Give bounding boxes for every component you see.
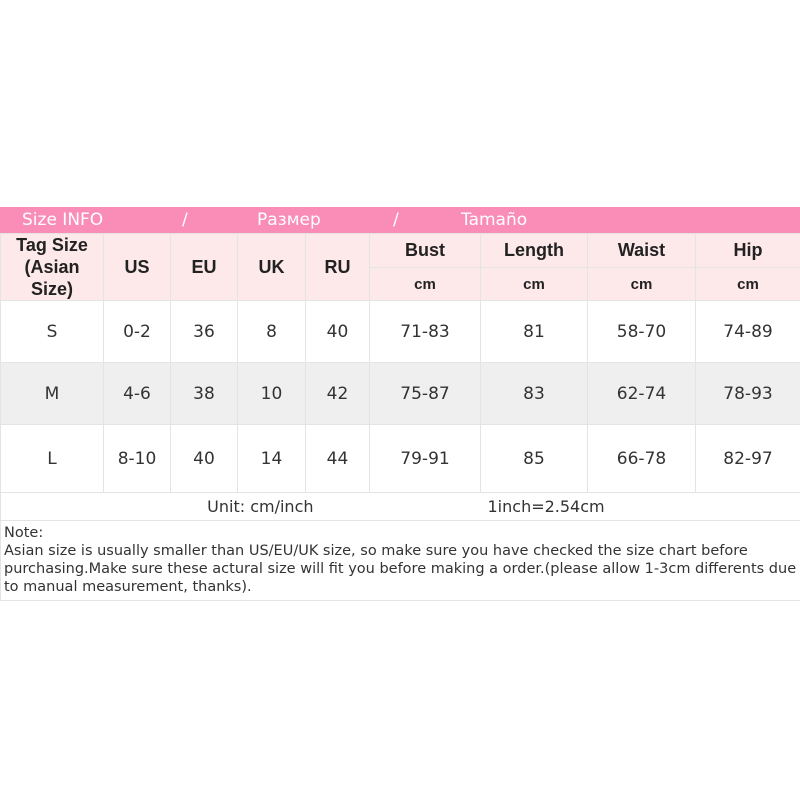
note-text: Asian size is usually smaller than US/EU…: [4, 543, 797, 595]
cell-hip: 82-97: [695, 424, 800, 493]
cell-waist: 62-74: [587, 362, 696, 425]
cell-tag: S: [0, 300, 104, 363]
header-bust: Bust: [369, 232, 481, 269]
cell-ru: 40: [305, 300, 370, 363]
header-tag-size: Tag Size (Asian Size): [0, 233, 104, 301]
cell-bust: 79-91: [369, 424, 481, 493]
header-waist: Waist: [587, 232, 696, 269]
cell-tag: L: [0, 424, 104, 493]
cell-eu: 38: [170, 362, 238, 425]
cell-bust: 71-83: [369, 300, 481, 363]
cell-us: 4-6: [103, 362, 171, 425]
cell-length: 83: [480, 362, 588, 425]
cell-hip: 74-89: [695, 300, 800, 363]
title-separator: /: [393, 210, 399, 230]
cell-ru: 42: [305, 362, 370, 425]
unit-label: Unit: cm/inch: [0, 492, 370, 521]
size-chart-table: Tag Size (Asian Size) US EU UK RU Bust Le…: [0, 232, 800, 601]
cell-eu: 36: [170, 300, 238, 363]
cell-tag: M: [0, 362, 104, 425]
cell-eu: 40: [170, 424, 238, 493]
title-separator: /: [182, 210, 188, 230]
size-info-title-bar: Size INFO / Размер / Tamaño: [0, 207, 800, 233]
length-unit: cm: [480, 267, 588, 301]
table-row: L 8-10 40 14 44 79-91 85 66-78 82-97: [0, 424, 800, 493]
header-ru: RU: [305, 233, 370, 301]
cell-hip: 78-93: [695, 362, 800, 425]
cell-length: 85: [480, 424, 588, 493]
cell-uk: 14: [237, 424, 306, 493]
header-unit-row: cm cm cm cm: [1, 267, 800, 301]
cell-us: 8-10: [103, 424, 171, 493]
unit-row: Unit: cm/inch 1inch=2.54cm: [0, 492, 800, 521]
waist-unit: cm: [587, 267, 696, 301]
cell-length: 81: [480, 300, 588, 363]
header-row: Tag Size (Asian Size) US EU UK RU Bust Le…: [0, 232, 800, 301]
table-row: M 4-6 38 10 42 75-87 83 62-74 78-93: [0, 362, 800, 425]
unit-conversion: 1inch=2.54cm: [369, 492, 800, 521]
cell-bust: 75-87: [369, 362, 481, 425]
header-length: Length: [480, 232, 588, 269]
table-row: S 0-2 36 8 40 71-83 81 58-70 74-89: [0, 300, 800, 363]
note-row: Note: Asian size is usually smaller than…: [0, 520, 800, 601]
title-razmer: Размер: [257, 210, 321, 230]
cell-waist: 66-78: [587, 424, 696, 493]
cell-waist: 58-70: [587, 300, 696, 363]
header-hip: Hip: [695, 232, 800, 269]
header-us: US: [103, 233, 171, 301]
header-uk: UK: [237, 233, 306, 301]
bust-unit: cm: [369, 267, 481, 301]
hip-unit: cm: [695, 267, 800, 301]
cell-uk: 10: [237, 362, 306, 425]
cell-uk: 8: [237, 300, 306, 363]
cell-ru: 44: [305, 424, 370, 493]
header-eu: EU: [170, 233, 238, 301]
title-tamano: Tamaño: [461, 210, 528, 230]
title-size-info: Size INFO: [22, 210, 104, 230]
note-label: Note:: [4, 525, 44, 541]
note-cell: Note: Asian size is usually smaller than…: [0, 520, 800, 601]
cell-us: 0-2: [103, 300, 171, 363]
